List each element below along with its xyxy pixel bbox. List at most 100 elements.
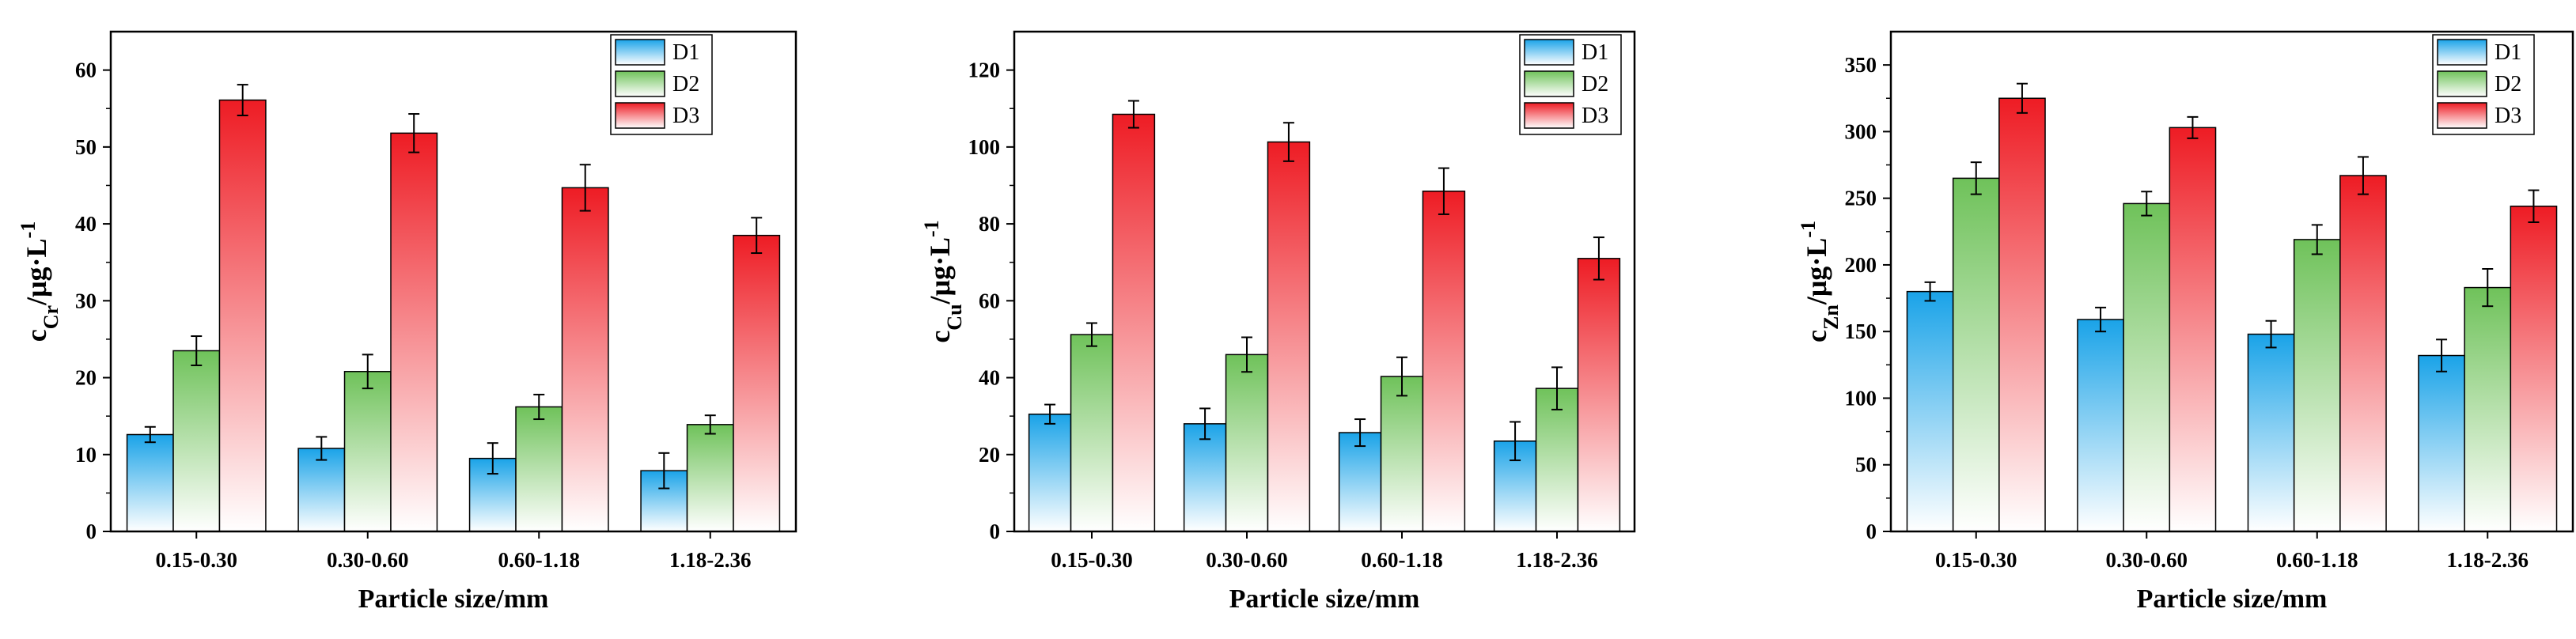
- error-bar-d3-2: [2187, 115, 2199, 139]
- error-bar-d3-1: [1127, 100, 1139, 129]
- error-bar-d3-2: [408, 113, 420, 153]
- error-bar-d2-1: [1086, 322, 1097, 347]
- bar-d1-1: [126, 433, 174, 532]
- y-axis-label: cCr/μg·L-1: [17, 221, 63, 342]
- error-bar-d1-1: [1924, 281, 1936, 302]
- legend-label-d2: D2: [2495, 72, 2521, 96]
- y-tick-label: 60: [979, 289, 1000, 312]
- error-bar-d2-4: [2482, 267, 2494, 308]
- legend-swatch-d3: [615, 102, 665, 129]
- error-bar-d2-4: [1551, 366, 1563, 410]
- bar-d3-2: [390, 132, 438, 532]
- y-tick-label: 350: [1845, 53, 1877, 77]
- y-tick-label: 80: [979, 212, 1000, 236]
- error-bar-d3-4: [1593, 236, 1604, 281]
- error-bar-d2-4: [704, 414, 716, 435]
- x-tick-label: 1.18-2.36: [1516, 548, 1598, 572]
- bar-d2-2: [1225, 354, 1269, 532]
- legend-swatch-d3: [1524, 102, 1574, 129]
- error-bar-d3-4: [751, 217, 763, 255]
- bar-d2-2: [343, 371, 392, 532]
- bar-d2-1: [172, 350, 221, 532]
- x-tick-label: 0.15-0.30: [1051, 548, 1133, 572]
- error-bar-d1-1: [1044, 403, 1056, 425]
- y-tick-label: 100: [968, 135, 1001, 159]
- legend-label-d2: D2: [1582, 72, 1608, 96]
- bar-d1-3: [2247, 333, 2295, 532]
- bar-d3-1: [218, 99, 267, 532]
- y-tick-label: 0: [1866, 520, 1877, 543]
- bar-d3-1: [1998, 97, 2046, 532]
- error-bar-d3-1: [2016, 82, 2028, 114]
- y-axis-label: cZn/μg·L-1: [1797, 221, 1843, 342]
- y-tick-label: 120: [968, 59, 1001, 82]
- legend-swatch-d1: [1524, 39, 1574, 66]
- error-bar-d2-3: [533, 393, 545, 421]
- error-bar-d2-2: [1241, 336, 1252, 373]
- bar-d3-4: [733, 234, 781, 532]
- error-bar-d2-2: [2141, 191, 2153, 217]
- error-bar-d3-1: [237, 84, 248, 116]
- bar-d1-2: [297, 448, 346, 532]
- plot-frame: [109, 30, 797, 533]
- x-axis-label: Particle size/mm: [1229, 584, 1420, 614]
- plot-frame: [1013, 30, 1636, 533]
- bar-d2-2: [2123, 202, 2171, 532]
- error-bar-d1-4: [2436, 338, 2448, 372]
- error-bar-d1-2: [316, 436, 328, 461]
- y-tick-label: 40: [979, 366, 1000, 390]
- y-tick-label: 0: [86, 520, 97, 543]
- bar-d2-1: [1952, 177, 2000, 532]
- x-tick-label: 0.15-0.30: [1935, 548, 2017, 572]
- bar-d2-1: [1070, 334, 1114, 532]
- legend-label-d1: D1: [1582, 40, 1608, 65]
- error-bar-d1-1: [144, 425, 156, 444]
- y-tick-label: 20: [979, 443, 1000, 467]
- y-tick-label: 30: [75, 289, 97, 312]
- bar-d1-1: [1028, 413, 1072, 532]
- x-tick-label: 0.30-0.60: [327, 548, 409, 572]
- bar-d3-1: [1112, 113, 1156, 532]
- bar-d3-3: [1422, 191, 1466, 532]
- y-tick-label: 60: [75, 59, 97, 82]
- error-bar-d1-3: [2265, 320, 2277, 349]
- y-tick-label: 150: [1845, 320, 1877, 343]
- legend-swatch-d1: [2437, 39, 2487, 66]
- error-bar-d2-3: [1396, 356, 1407, 397]
- error-bar-d2-1: [191, 335, 203, 366]
- legend-label-d3: D3: [672, 104, 699, 128]
- error-bar-d3-3: [2357, 156, 2369, 195]
- legend-swatch-d2: [2437, 70, 2487, 97]
- bar-d1-4: [2418, 354, 2465, 532]
- legend-swatch-d1: [615, 39, 665, 66]
- y-tick-label: 0: [990, 520, 1001, 543]
- bar-d2-3: [1380, 376, 1424, 532]
- y-tick-label: 40: [75, 212, 97, 236]
- bar-d2-4: [1535, 388, 1579, 532]
- x-tick-label: 0.60-1.18: [1361, 548, 1443, 572]
- error-bar-d3-3: [1438, 167, 1449, 215]
- error-bar-d3-4: [2528, 189, 2540, 224]
- y-tick-label: 300: [1845, 119, 1877, 143]
- legend: D1 D2 D3: [610, 34, 713, 135]
- x-tick-label: 0.60-1.18: [2276, 548, 2358, 572]
- bar-d2-3: [515, 406, 563, 532]
- legend-swatch-d2: [1524, 70, 1574, 97]
- bar-d3-2: [1267, 141, 1311, 532]
- y-tick-label: 20: [75, 366, 97, 390]
- bar-d1-1: [1906, 290, 1954, 532]
- y-tick-label: 250: [1845, 187, 1877, 210]
- chart-panel-3: 0.15-0.30 0.30-0.60 0.60-1.18 1.18-2.36 0 50 1…: [1797, 30, 2574, 614]
- bar-d2-4: [686, 424, 734, 532]
- bar-d3-2: [2169, 127, 2217, 532]
- x-axis-label: Particle size/mm: [2137, 584, 2328, 614]
- error-bar-d3-3: [579, 164, 591, 212]
- y-tick-label: 50: [1855, 453, 1877, 477]
- legend-label-d3: D3: [2495, 104, 2521, 128]
- error-bar-d1-2: [1199, 407, 1211, 440]
- y-tick-label: 10: [75, 443, 97, 467]
- legend-label-d1: D1: [2495, 40, 2521, 65]
- bar-d3-3: [2339, 175, 2387, 532]
- chart-panel-2: 0.15-0.30 0.30-0.60 0.60-1.18 1.18-2.36 0 20 4…: [920, 30, 1636, 614]
